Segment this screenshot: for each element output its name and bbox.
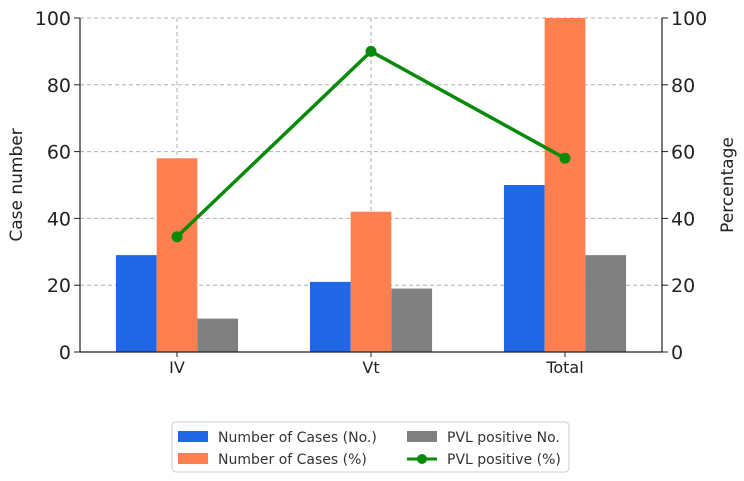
series-point [365,45,377,57]
bar [544,18,586,352]
bar [156,158,198,352]
y-axis-label: Case number [7,128,27,241]
legend-swatch-cases-no [178,431,208,442]
legend-swatch-cases-pct [178,453,208,464]
y-tick-label: 40 [47,208,71,230]
axes [74,17,668,357]
y2-tick-label: 60 [671,142,695,164]
y2-tick-label: 80 [671,75,695,97]
y-tick-label: 100 [35,8,71,30]
bars [115,18,627,352]
legend-swatch-pvl-pct-marker [417,454,427,464]
y-tick-label: 60 [47,142,71,164]
legend-label-cases-no: Number of Cases (No.) [218,430,377,446]
bar [503,185,545,352]
y-tick-label: 80 [47,75,71,97]
x-tick-label: Vt [362,358,379,377]
bar [309,281,351,352]
y2-tick-label: 0 [671,342,683,364]
y2-tick-label: 100 [671,8,707,30]
bar [197,318,239,352]
y-tick-label: 0 [59,342,71,364]
bar [350,211,392,352]
x-tick-label: Total [545,358,583,377]
legend-label-pvl-no: PVL positive No. [447,430,560,446]
bar [391,288,433,352]
tick-labels: 0 20 40 60 80 100 0 20 40 60 80 100 IV Vt Total [35,8,708,377]
legend-label-pvl-pct: PVL positive (%) [447,452,561,468]
legend-frame [171,421,570,473]
y2-tick-label: 40 [671,208,695,230]
bar [585,255,627,352]
series-point [559,152,571,164]
y2-axis-label: Percentage [718,137,738,233]
x-tick-label: IV [169,358,185,377]
bar [115,255,157,352]
line-series [171,45,571,243]
y2-tick-label: 20 [671,275,695,297]
y-tick-label: 20 [47,275,71,297]
legend: Number of Cases (No.) Number of Cases (%… [171,421,570,473]
legend-swatch-pvl-no [407,431,437,442]
legend-label-cases-pct: Number of Cases (%) [218,452,367,468]
series-point [171,231,183,243]
